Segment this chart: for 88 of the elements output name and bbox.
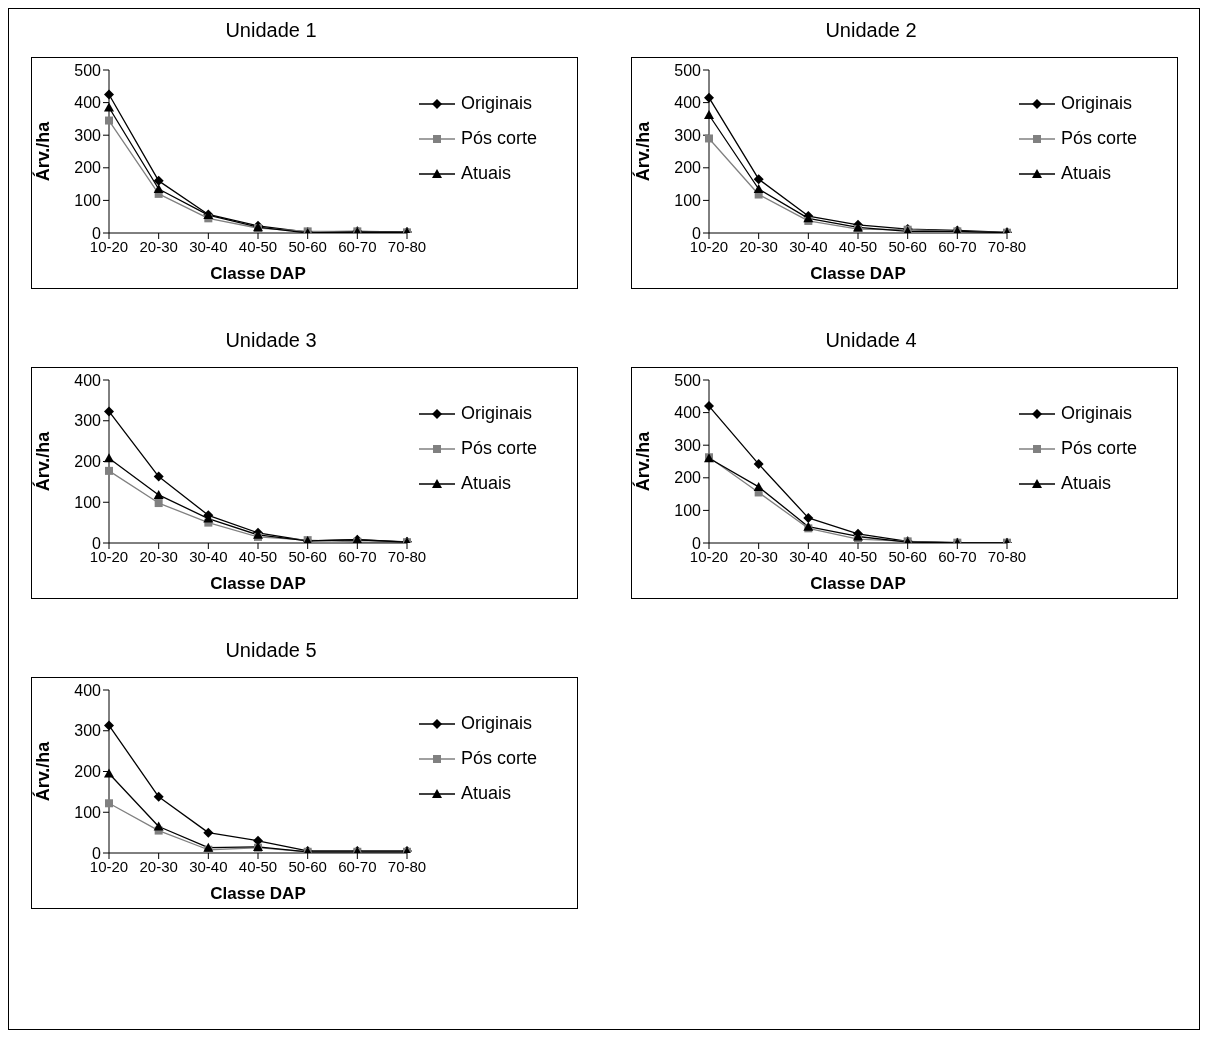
- legend-label: Pós corte: [1061, 128, 1138, 149]
- y-tick-label: 100: [674, 192, 702, 210]
- legend-label: Pós corte: [461, 748, 538, 769]
- x-tick-label: 50-60: [288, 857, 327, 875]
- x-tick-label: 60-70: [338, 857, 377, 875]
- y-axis-title: Árv./ha: [632, 120, 654, 182]
- x-tick-label: 70-80: [387, 857, 427, 875]
- legend-label: Originais: [461, 403, 533, 424]
- legend-label: Atuais: [461, 783, 512, 804]
- x-tick-label: 40-50: [838, 547, 878, 565]
- y-axis-title: Árv./ha: [32, 430, 54, 492]
- x-tick-label: 30-40: [189, 237, 228, 255]
- y-tick-label: 200: [74, 453, 102, 471]
- y-axis-title: Árv./ha: [632, 430, 654, 492]
- legend-label: Originais: [1061, 93, 1133, 114]
- y-tick-label: 100: [74, 493, 102, 511]
- x-tick-label: 40-50: [838, 237, 878, 255]
- x-tick-label: 50-60: [888, 547, 927, 565]
- x-tick-label: 40-50: [238, 547, 278, 565]
- x-tick-label: 30-40: [789, 547, 828, 565]
- x-axis-title: Classe DAP: [210, 264, 306, 283]
- y-tick-label: 500: [674, 371, 702, 389]
- y-tick-label: 300: [74, 722, 102, 740]
- y-tick-label: 200: [674, 159, 702, 177]
- x-tick-label: 40-50: [238, 237, 278, 255]
- x-axis-title: Classe DAP: [810, 264, 906, 283]
- x-tick-label: 20-30: [739, 237, 778, 255]
- y-tick-label: 200: [674, 469, 702, 487]
- y-tick-label: 0: [692, 224, 702, 242]
- chart-title: Unidade 3: [224, 329, 318, 353]
- chart-title: Unidade 1: [224, 19, 318, 43]
- x-tick-label: 70-80: [387, 547, 427, 565]
- x-tick-label: 30-40: [189, 547, 228, 565]
- x-axis-title: Classe DAP: [210, 884, 306, 903]
- x-tick-label: 70-80: [387, 237, 427, 255]
- y-tick-label: 300: [74, 126, 102, 144]
- x-tick-label: 60-70: [338, 547, 377, 565]
- x-tick-label: 20-30: [139, 237, 178, 255]
- x-tick-label: 60-70: [338, 237, 377, 255]
- x-tick-label: 50-60: [288, 237, 327, 255]
- x-tick-label: 20-30: [139, 857, 178, 875]
- y-axis-title: Árv./ha: [32, 740, 54, 802]
- x-tick-label: 40-50: [238, 857, 278, 875]
- y-tick-label: 300: [674, 126, 702, 144]
- y-tick-label: 400: [674, 94, 702, 112]
- y-axis-title: Árv./ha: [32, 120, 54, 182]
- y-tick-label: 100: [74, 192, 102, 210]
- legend-label: Atuais: [1061, 473, 1112, 494]
- legend-label: Originais: [461, 93, 533, 114]
- x-tick-label: 30-40: [189, 857, 228, 875]
- chart-title: Unidade 5: [224, 639, 318, 663]
- x-tick-label: 60-70: [938, 547, 977, 565]
- y-tick-label: 0: [692, 534, 702, 552]
- y-tick-label: 300: [74, 412, 102, 430]
- legend-label: Originais: [461, 713, 533, 734]
- legend-label: Atuais: [461, 473, 512, 494]
- x-tick-label: 70-80: [987, 547, 1027, 565]
- chart-title: Unidade 2: [824, 19, 918, 43]
- x-tick-label: 50-60: [288, 547, 327, 565]
- x-tick-label: 50-60: [888, 237, 927, 255]
- chart-title: Unidade 4: [824, 329, 918, 353]
- legend-label: Atuais: [461, 163, 512, 184]
- legend-label: Originais: [1061, 403, 1133, 424]
- y-tick-label: 300: [674, 436, 702, 454]
- legend-label: Pós corte: [1061, 438, 1138, 459]
- legend-label: Pós corte: [461, 128, 538, 149]
- y-tick-label: 500: [674, 61, 702, 79]
- x-tick-label: 20-30: [739, 547, 778, 565]
- y-tick-label: 0: [92, 224, 102, 242]
- y-tick-label: 400: [74, 681, 102, 699]
- y-tick-label: 100: [674, 502, 702, 520]
- x-axis-title: Classe DAP: [810, 574, 906, 593]
- x-tick-label: 30-40: [789, 237, 828, 255]
- y-tick-label: 0: [92, 534, 102, 552]
- y-tick-label: 200: [74, 763, 102, 781]
- y-tick-label: 500: [74, 61, 102, 79]
- y-tick-label: 200: [74, 159, 102, 177]
- y-tick-label: 400: [674, 404, 702, 422]
- legend-label: Pós corte: [461, 438, 538, 459]
- legend-label: Atuais: [1061, 163, 1112, 184]
- y-tick-label: 100: [74, 803, 102, 821]
- y-tick-label: 400: [74, 94, 102, 112]
- y-tick-label: 400: [74, 371, 102, 389]
- x-tick-label: 20-30: [139, 547, 178, 565]
- x-tick-label: 70-80: [987, 237, 1027, 255]
- y-tick-label: 0: [92, 844, 102, 862]
- x-axis-title: Classe DAP: [210, 574, 306, 593]
- x-tick-label: 60-70: [938, 237, 977, 255]
